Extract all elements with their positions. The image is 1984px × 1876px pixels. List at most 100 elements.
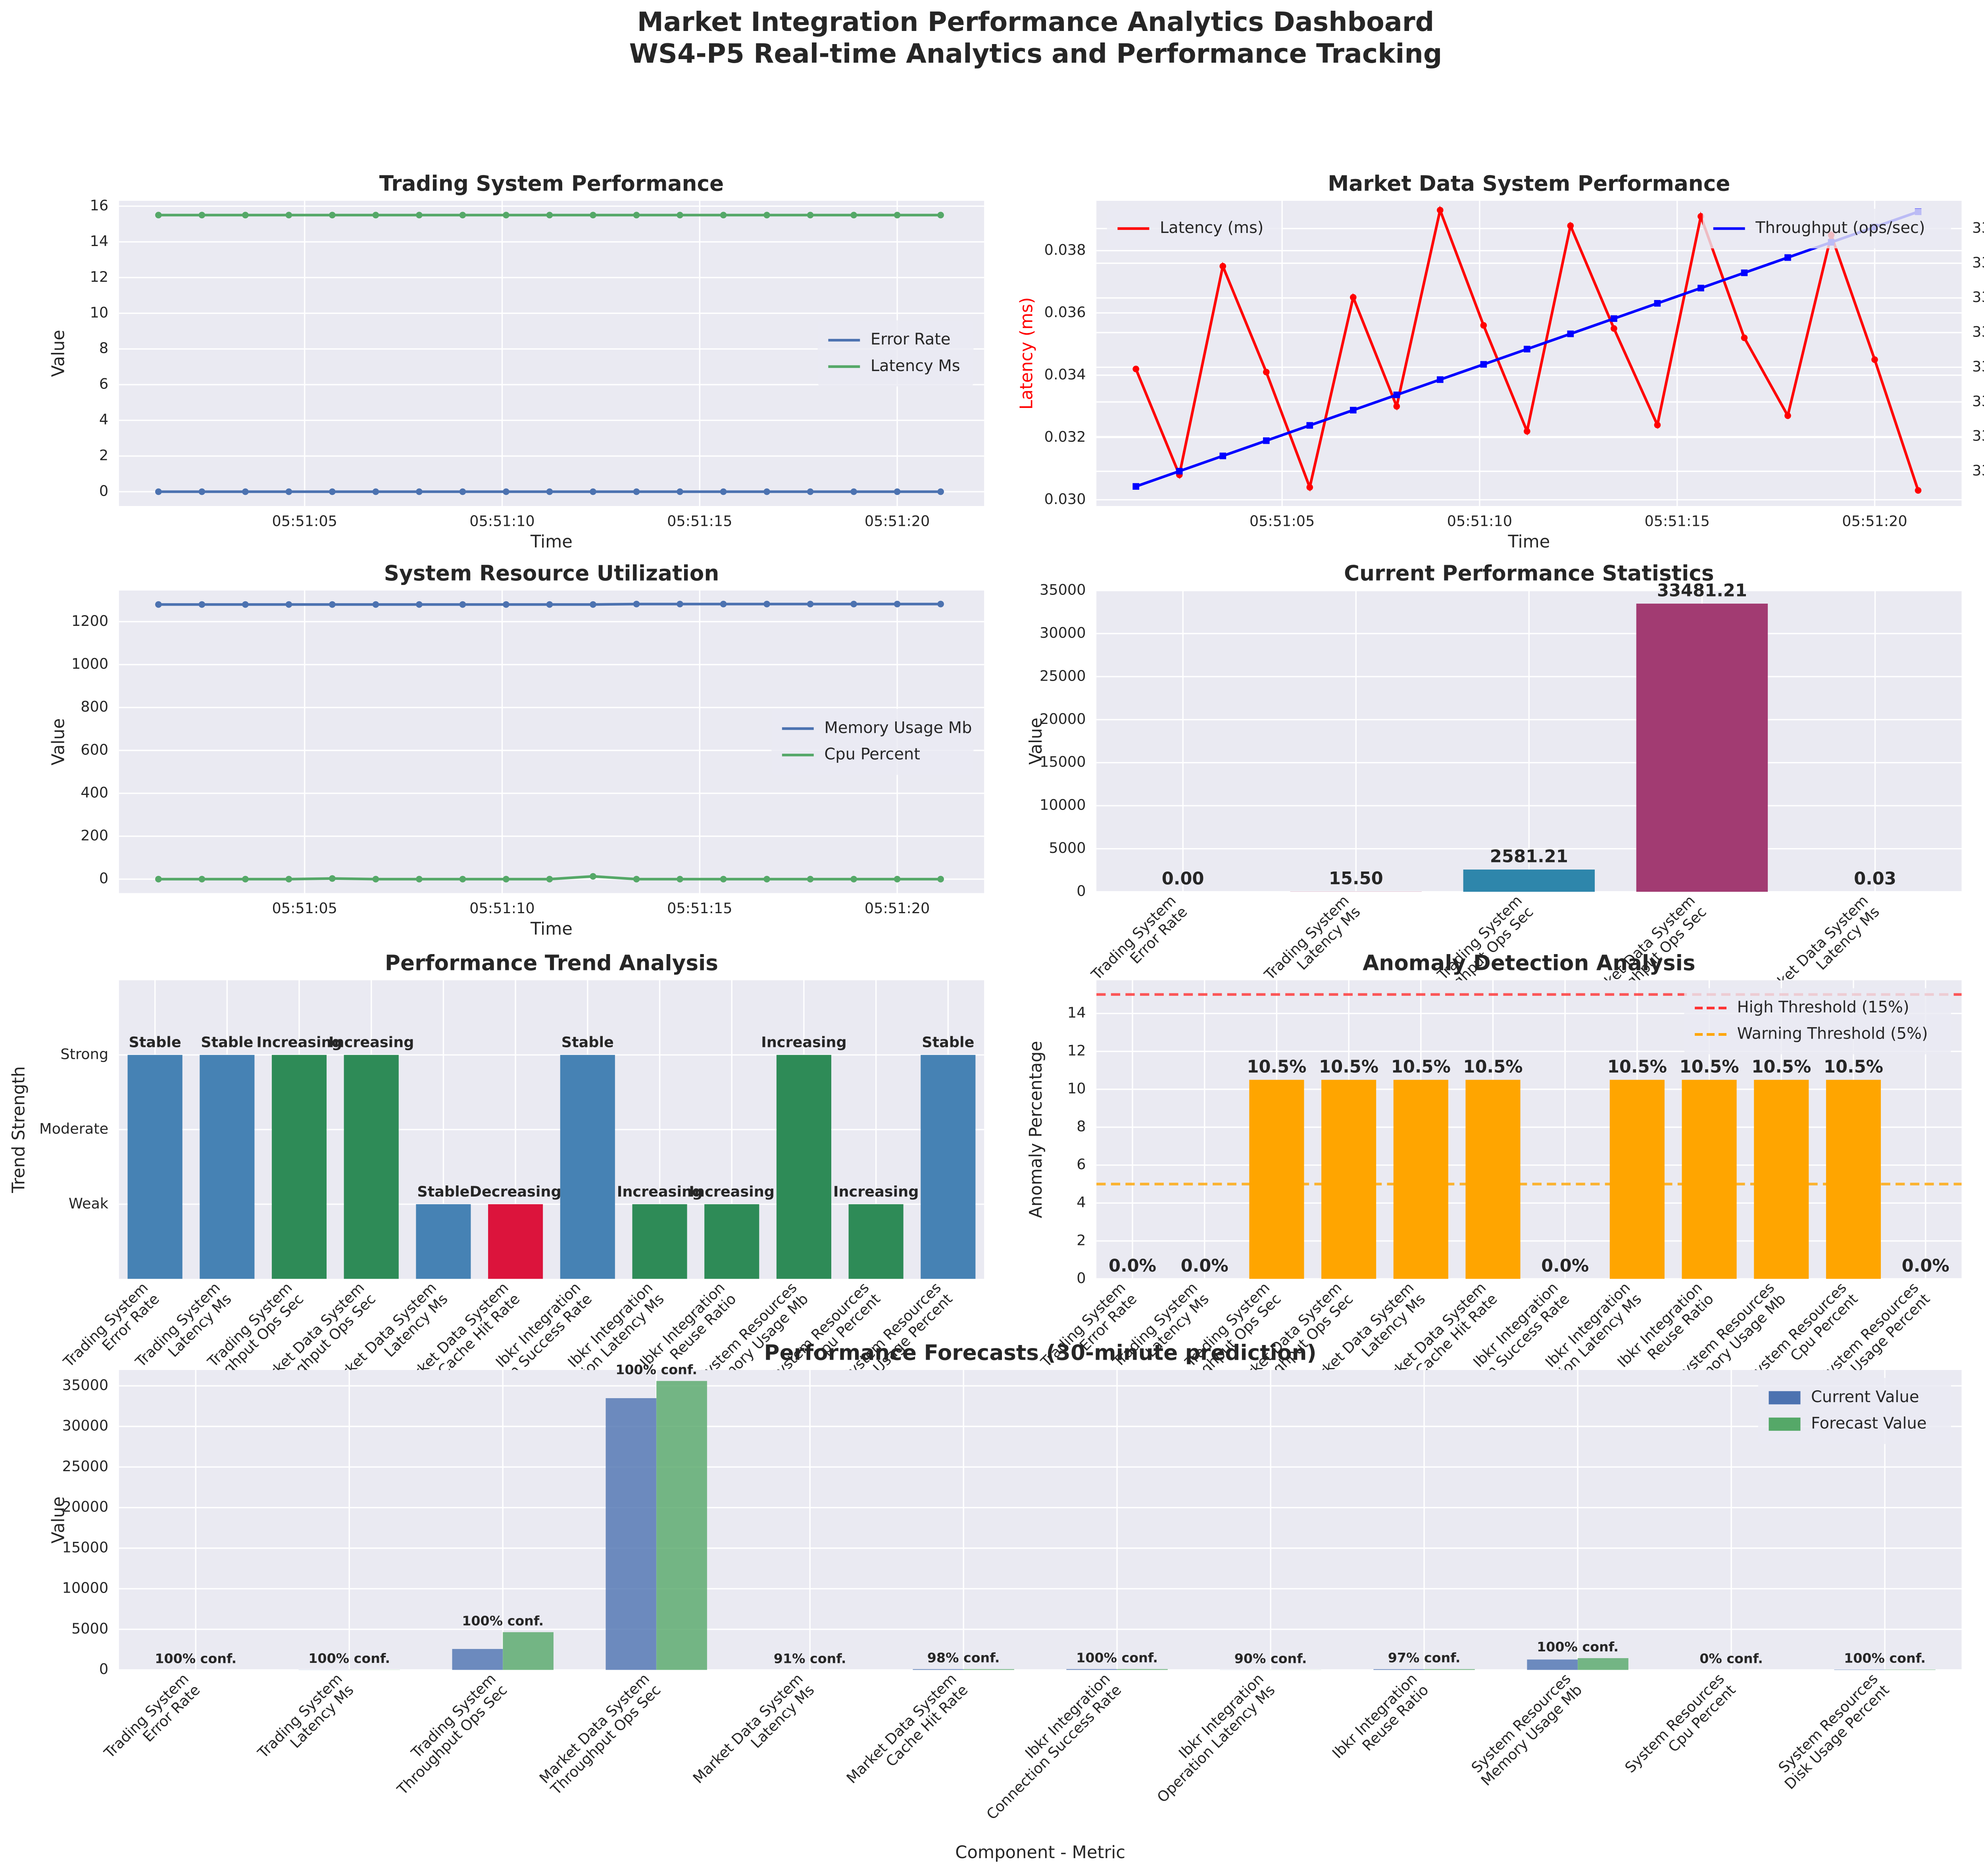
- bar-label: Increasing: [617, 1183, 703, 1200]
- point: [1219, 263, 1227, 270]
- legend-box: [1107, 208, 1282, 248]
- bar: [704, 1204, 759, 1279]
- point: [1654, 300, 1661, 307]
- legend-box: [817, 320, 974, 387]
- point: [763, 600, 770, 608]
- bar-label: Stable: [922, 1034, 974, 1051]
- bar: [1249, 1079, 1304, 1279]
- dashboard-title: Market Integration Performance Analytics…: [637, 6, 1434, 37]
- point: [590, 488, 596, 495]
- legend-label: Current Value: [1811, 1388, 1919, 1406]
- x-axis-label: Time: [1507, 532, 1550, 552]
- point: [807, 488, 814, 495]
- x-tick-label: 05:51:05: [272, 900, 337, 917]
- point: [503, 488, 509, 495]
- y2-tick-label: 33472.5: [1972, 323, 1984, 341]
- point: [937, 875, 944, 883]
- y-tick-label: 20000: [1040, 710, 1086, 727]
- point: [372, 212, 379, 219]
- y-tick-label: 1000: [71, 655, 108, 672]
- point: [459, 601, 466, 608]
- point: [1611, 325, 1617, 332]
- point: [459, 488, 466, 495]
- point: [285, 212, 292, 219]
- bar: [271, 1055, 327, 1279]
- bar: [1754, 1079, 1809, 1279]
- bar-label: Increasing: [761, 1034, 847, 1051]
- point: [937, 212, 944, 219]
- point: [1654, 421, 1661, 429]
- point: [1915, 487, 1922, 494]
- point: [590, 873, 596, 880]
- point: [1567, 222, 1574, 229]
- y-tick-label: 35000: [1040, 581, 1086, 598]
- chart-title: Market Data System Performance: [1328, 171, 1730, 196]
- y-tick-label: 8: [99, 340, 108, 357]
- bar: [776, 1055, 831, 1279]
- point: [242, 875, 249, 883]
- point: [198, 875, 206, 883]
- confidence-label: 98% conf.: [927, 1650, 1000, 1666]
- x-tick-label: System ResourcesDisk Usage Percent: [1770, 1670, 1892, 1793]
- point: [633, 600, 640, 608]
- bar: [848, 1204, 904, 1279]
- point: [677, 488, 683, 495]
- confidence-label: 100% conf.: [1844, 1651, 1926, 1666]
- point: [1524, 346, 1530, 352]
- point: [1741, 334, 1748, 341]
- x-tick-label: System ResourcesCpu Percent: [1621, 1670, 1739, 1787]
- y-axis-label: Value: [48, 1496, 68, 1543]
- bar-label: 0.0%: [1181, 1256, 1228, 1276]
- y2-tick-label: 33470.0: [1972, 358, 1984, 375]
- chart-title: Trading System Performance: [379, 171, 724, 196]
- bar-label: Stable: [129, 1034, 181, 1051]
- point: [894, 212, 901, 219]
- bar: [656, 1381, 707, 1670]
- confidence-label: 100% conf.: [615, 1362, 697, 1378]
- point: [937, 488, 944, 495]
- point: [416, 875, 423, 883]
- y-tick-label: 8: [1077, 1118, 1086, 1135]
- y-tick-label: 0: [99, 870, 108, 887]
- bar: [1321, 1079, 1376, 1279]
- point: [546, 488, 553, 495]
- bar: [963, 1669, 1014, 1670]
- bar: [632, 1204, 687, 1279]
- y-tick-label: 10: [1067, 1080, 1086, 1097]
- bar: [1527, 1659, 1578, 1670]
- point: [242, 488, 249, 495]
- legend-label: Latency (ms): [1160, 219, 1263, 237]
- y-axis-label: Value: [1026, 718, 1046, 765]
- plot-area: [1096, 200, 1962, 506]
- confidence-label: 100% conf.: [462, 1613, 544, 1628]
- x-axis-label: Component - Metric: [955, 1843, 1125, 1863]
- y-tick-label: 10000: [1040, 797, 1086, 814]
- confidence-label: 90% conf.: [1234, 1651, 1307, 1666]
- point: [1741, 269, 1748, 276]
- point: [807, 600, 814, 608]
- bar: [503, 1632, 554, 1670]
- point: [1306, 484, 1313, 491]
- bar-label: 0.00: [1162, 869, 1204, 889]
- bar: [488, 1204, 543, 1279]
- y-tick-label: 15000: [1040, 753, 1086, 770]
- point: [416, 488, 423, 495]
- point: [285, 601, 292, 608]
- point: [807, 212, 814, 219]
- y-tick-label: 6: [99, 375, 108, 393]
- point: [1263, 369, 1270, 375]
- y-tick-label: 0.038: [1044, 241, 1086, 258]
- x-tick-label: Market Data SystemThroughput Ops Sec: [536, 1670, 664, 1798]
- point: [1306, 422, 1313, 429]
- y-tick-label: 800: [81, 698, 108, 715]
- confidence-label: 100% conf.: [308, 1651, 390, 1666]
- legend-label: Cpu Percent: [824, 745, 920, 763]
- x-tick-label: Ibkr IntegrationOperation Latency Ms: [1142, 1670, 1278, 1806]
- point: [850, 488, 857, 495]
- point: [590, 601, 596, 608]
- point: [1871, 356, 1878, 363]
- y2-tick-label: 33480.0: [1972, 219, 1984, 236]
- point: [1480, 361, 1487, 368]
